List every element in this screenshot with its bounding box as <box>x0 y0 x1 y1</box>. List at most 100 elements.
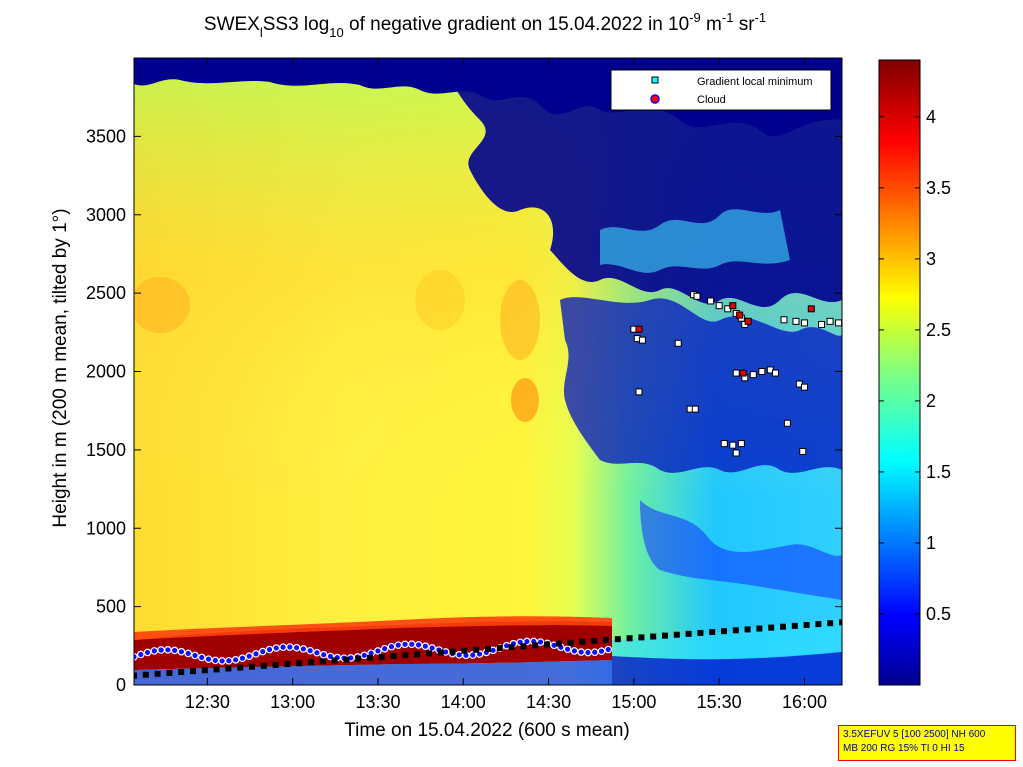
boundary-layer-marker <box>191 651 199 660</box>
boundary-layer-square <box>319 658 326 665</box>
boundary-layer-square <box>449 648 456 655</box>
boundary-layer-marker <box>258 647 267 656</box>
boundary-layer-marker <box>225 656 233 665</box>
boundary-layer-square <box>685 630 692 637</box>
boundary-layer-marker <box>380 644 389 653</box>
boundary-layer-square <box>638 634 645 641</box>
boundary-layer-marker <box>252 650 260 658</box>
boundary-layer-marker <box>299 645 308 653</box>
boundary-layer-square <box>791 622 798 629</box>
cloud-point <box>635 325 643 333</box>
x-tick-label: 14:30 <box>526 692 571 712</box>
boundary-layer-marker <box>597 647 606 655</box>
legend-entry-gradient-minimum: Gradient local minimum <box>697 76 813 88</box>
x-tick-label: 16:00 <box>782 692 827 712</box>
boundary-layer-square <box>603 637 609 644</box>
boundary-layer-edge <box>134 616 612 640</box>
boundary-layer-marker <box>197 653 206 662</box>
info-box: 3.5XEFUV 5 [100 2500] NH 600 MB 200 RG 1… <box>838 725 1016 761</box>
gradient-minimum-point <box>732 449 740 457</box>
boundary-layer-marker <box>428 644 436 652</box>
boundary-layer-marker <box>394 641 403 649</box>
gradient-minimum-point <box>758 368 766 375</box>
x-tick-label: 13:30 <box>355 692 400 712</box>
heatmap-mid-region <box>600 209 790 273</box>
gradient-minimum-point <box>749 371 757 379</box>
gradient-minimum-point <box>674 339 682 347</box>
boundary-layer-marker <box>143 648 152 657</box>
colorbar-tick-label: 3.5 <box>926 178 951 198</box>
boundary-layer-square <box>815 621 822 628</box>
boundary-layer-square <box>213 666 220 673</box>
gradient-minimum-point <box>771 369 779 377</box>
boundary-layer-square <box>437 649 444 656</box>
cloud-point <box>739 369 747 377</box>
gradient-minimum-point <box>720 440 728 448</box>
gradient-minimum-point <box>826 317 834 325</box>
colorbar-tick-label: 2.5 <box>926 320 951 340</box>
boundary-layer-square <box>780 623 786 630</box>
heatmap-warm-patch <box>511 378 539 422</box>
boundary-layer-square <box>249 663 255 670</box>
y-tick-label: 1500 <box>86 440 126 460</box>
boundary-layer-square <box>414 651 421 658</box>
boundary-layer-square <box>697 629 704 636</box>
boundary-layer-square <box>308 659 314 666</box>
gradient-minimum-point <box>707 297 715 305</box>
legend-square-marker <box>651 76 659 84</box>
boundary-layer-square <box>378 653 385 660</box>
boundary-layer-square <box>496 645 503 652</box>
colorbar-tick-label: 4 <box>926 107 936 127</box>
x-axis-label: Time on 15.04.2022 (600 s mean) <box>344 720 630 741</box>
boundary-layer-marker <box>407 640 416 649</box>
colorbar-gradient <box>878 59 921 686</box>
boundary-layer-square <box>272 661 279 668</box>
boundary-layer-square <box>178 669 185 676</box>
colorbar-tick-label: 0.5 <box>926 604 951 624</box>
legend: Gradient local minimum Cloud <box>610 69 832 111</box>
boundary-layer-square <box>284 661 291 668</box>
boundary-layer-marker <box>590 648 599 657</box>
boundary-layer-marker <box>584 648 592 657</box>
colorbar-tick-label: 1 <box>926 533 936 553</box>
boundary-layer-square <box>485 645 491 652</box>
boundary-layer-marker <box>292 643 301 652</box>
surface-layer <box>134 660 612 685</box>
colorbar-tick-label: 3 <box>926 249 936 269</box>
boundary-layer-square <box>520 643 527 650</box>
heatmap-warm-patch <box>500 280 540 360</box>
boundary-layer-square <box>555 640 562 647</box>
boundary-layer-marker <box>570 647 579 655</box>
colorbar-tick-label: 2 <box>926 391 936 411</box>
boundary-layer-square <box>390 653 397 660</box>
boundary-layer-marker <box>170 646 179 655</box>
boundary-layer-marker <box>313 648 321 657</box>
x-tick-label: 13:00 <box>270 692 315 712</box>
cloud-point <box>807 305 815 313</box>
gradient-minimum-point <box>800 319 808 327</box>
y-tick-label: 3500 <box>86 126 126 146</box>
y-axis-label: Height in m (200 m mean, tilted by 1°) <box>50 208 71 527</box>
boundary-layer-square <box>839 619 842 626</box>
boundary-layer-square <box>544 641 550 648</box>
boundary-layer-square <box>402 652 409 659</box>
gradient-minimum-point <box>799 447 807 455</box>
boundary-layer-marker <box>563 645 572 654</box>
y-tick-label: 2500 <box>86 283 126 303</box>
colorbar-tick-label: 1.5 <box>926 462 951 482</box>
heatmap-warm-patch <box>415 270 465 330</box>
x-tick-label: 12:30 <box>185 692 230 712</box>
boundary-layer-square <box>579 638 586 645</box>
plot-area <box>134 58 842 685</box>
heatmap-warm-patch <box>134 277 190 333</box>
gradient-minimum-point <box>732 369 740 377</box>
y-tick-label: 3000 <box>86 205 126 225</box>
boundary-layer-square <box>190 668 196 675</box>
boundary-layer-marker <box>306 646 314 655</box>
info-line-2: MB 200 RG 15% TI 0 HI 15 <box>843 743 965 754</box>
legend-entry-cloud: Cloud <box>697 94 726 106</box>
boundary-layer-square <box>567 639 574 646</box>
boundary-layer-marker <box>272 644 281 652</box>
boundary-layer-marker <box>360 651 369 660</box>
